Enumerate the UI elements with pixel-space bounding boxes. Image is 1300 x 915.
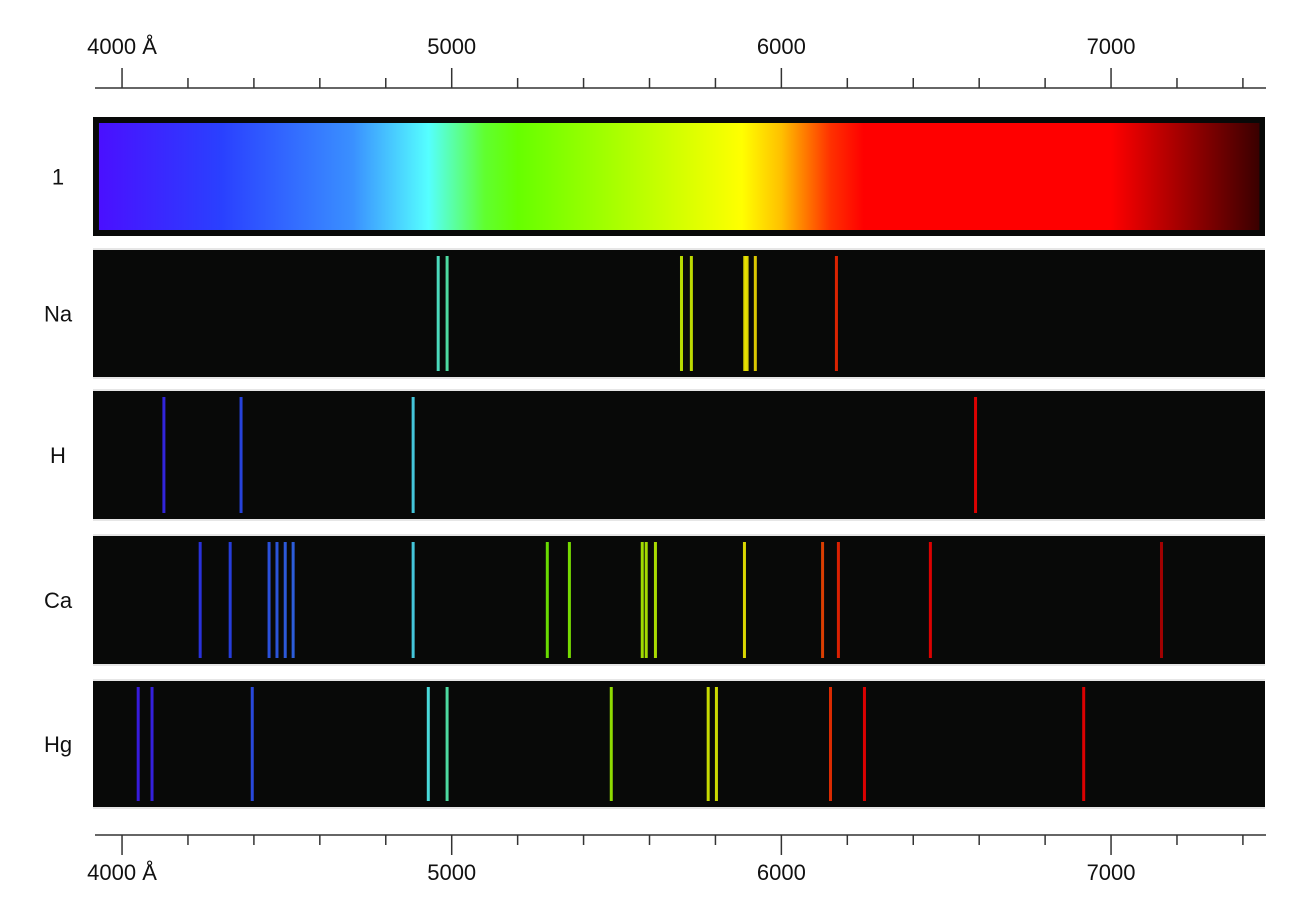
tick-label: 5000	[427, 34, 476, 59]
row-panel	[93, 536, 1265, 664]
emission-line	[445, 256, 449, 371]
tick-label: 6000	[757, 860, 806, 885]
row-panel	[93, 250, 1265, 377]
emission-line	[426, 687, 430, 801]
row-label: Ca	[44, 588, 73, 613]
emission-line	[928, 542, 932, 658]
emission-line	[267, 542, 271, 658]
emission-line	[753, 256, 757, 371]
emission-line	[436, 256, 440, 371]
emission-line	[834, 256, 838, 371]
emission-line	[714, 687, 718, 801]
tick-label: 5000	[427, 860, 476, 885]
emission-line	[1082, 687, 1086, 801]
emission-line	[743, 256, 747, 371]
emission-line	[745, 256, 749, 371]
emission-line	[136, 687, 140, 801]
emission-line	[150, 687, 154, 801]
tick-label: 6000	[757, 34, 806, 59]
emission-line	[411, 397, 415, 513]
emission-line	[609, 687, 613, 801]
row-label: Hg	[44, 732, 72, 757]
emission-line	[689, 256, 693, 371]
emission-line	[198, 542, 202, 658]
emission-line	[653, 542, 657, 658]
emission-line	[862, 687, 866, 801]
emission-line	[974, 397, 978, 513]
emission-line	[411, 542, 415, 658]
emission-line	[445, 687, 449, 801]
row-label: Na	[44, 301, 73, 326]
emission-line	[679, 256, 683, 371]
row-label: H	[50, 443, 66, 468]
tick-label: 7000	[1087, 34, 1136, 59]
emission-line	[275, 542, 279, 658]
emission-line	[821, 542, 825, 658]
continuous-spectrum	[98, 123, 1260, 230]
emission-line	[1159, 542, 1163, 658]
emission-line	[644, 542, 648, 658]
row-label: 1	[52, 164, 64, 189]
emission-line	[828, 687, 832, 801]
row-panel	[93, 681, 1265, 807]
emission-line	[567, 542, 571, 658]
emission-line	[291, 542, 295, 658]
emission-line	[162, 397, 166, 513]
tick-label: 4000 Å	[87, 860, 157, 885]
emission-line	[640, 542, 644, 658]
tick-label: 7000	[1087, 860, 1136, 885]
tick-label: 4000 Å	[87, 34, 157, 59]
emission-line	[742, 542, 746, 658]
emission-line	[228, 542, 232, 658]
emission-line	[250, 687, 254, 801]
emission-line	[283, 542, 287, 658]
emission-line	[706, 687, 710, 801]
emission-line	[239, 397, 243, 513]
row-panel	[93, 391, 1265, 519]
emission-line	[836, 542, 840, 658]
emission-line	[545, 542, 549, 658]
